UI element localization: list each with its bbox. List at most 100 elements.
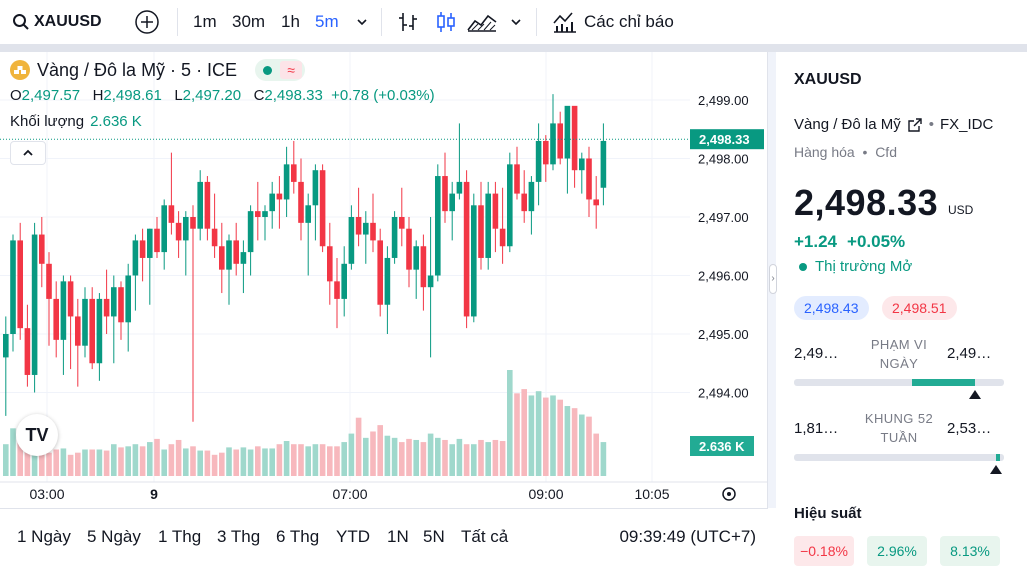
panel-market-status[interactable]: Thị trường Mở bbox=[799, 258, 912, 275]
candle-body bbox=[168, 205, 175, 223]
candle-body bbox=[557, 123, 563, 159]
candle-body bbox=[175, 222, 182, 241]
volume-bar bbox=[118, 447, 124, 476]
price-chart[interactable]: 2,499.00 2,498.00 2,497.00 2,496.00 2,495.00… bbox=[0, 52, 768, 508]
range-3m-button[interactable]: 3 Thg bbox=[217, 527, 261, 546]
panel-symbol[interactable]: XAUUSD bbox=[794, 71, 862, 88]
candle-body bbox=[233, 240, 239, 264]
interval-dropdown-button[interactable] bbox=[355, 0, 369, 44]
bars-icon bbox=[399, 13, 417, 31]
collapse-legend-button[interactable] bbox=[10, 141, 46, 165]
volume-bar bbox=[125, 446, 131, 476]
candle-body bbox=[139, 240, 146, 258]
volume-bar bbox=[17, 438, 23, 476]
range-1d-button[interactable]: 1 Ngày bbox=[17, 527, 71, 546]
candle-body bbox=[449, 193, 455, 212]
volume-bar bbox=[391, 437, 398, 476]
candle-body bbox=[579, 158, 585, 171]
last-price-label: 2,498.33 bbox=[699, 132, 750, 147]
interval-5m-button[interactable]: 5m bbox=[315, 12, 339, 31]
volume-bar bbox=[31, 449, 38, 476]
bar-chart-type-button[interactable] bbox=[396, 0, 420, 44]
candle-body bbox=[190, 217, 196, 229]
range-5y-button[interactable]: 5N bbox=[423, 527, 445, 546]
volume-bar bbox=[564, 406, 571, 476]
volume-bar bbox=[75, 452, 81, 476]
performance-chip[interactable]: 2.96% bbox=[867, 536, 927, 566]
panel-resize-handle[interactable]: › bbox=[768, 52, 777, 508]
x-tick-label: 09:00 bbox=[528, 486, 563, 502]
volume-bar bbox=[262, 448, 268, 476]
candle-body bbox=[31, 234, 38, 375]
candle-body bbox=[60, 281, 67, 340]
candle-body bbox=[471, 205, 477, 317]
interval-30m-button[interactable]: 30m bbox=[232, 12, 266, 31]
volume-bar bbox=[139, 446, 146, 476]
candle-body bbox=[10, 240, 16, 334]
range-1m-button[interactable]: 1 Thg bbox=[158, 527, 202, 546]
legend-low: 2,497.20 bbox=[182, 87, 242, 104]
candle-body bbox=[384, 257, 391, 305]
volume-bar bbox=[305, 446, 311, 476]
indicators-button[interactable]: Các chỉ báo bbox=[552, 0, 674, 44]
volume-bar bbox=[111, 444, 117, 476]
candle-chart-type-button[interactable] bbox=[434, 0, 458, 44]
candle-body bbox=[298, 181, 304, 223]
volume-bar bbox=[312, 444, 319, 476]
legend-change: +0.78 (+0.03%) bbox=[331, 87, 435, 104]
candle-body bbox=[82, 298, 88, 346]
axis-settings-icon[interactable] bbox=[722, 487, 736, 501]
performance-chip[interactable]: −0.18% bbox=[794, 536, 854, 566]
volume-bar bbox=[291, 444, 297, 476]
volume-bar bbox=[327, 446, 333, 476]
market-status-pill[interactable]: ≈ bbox=[255, 59, 306, 81]
range-all-button[interactable]: Tất cả bbox=[461, 527, 509, 546]
volume-bar bbox=[219, 452, 225, 476]
day-range-fill bbox=[911, 379, 975, 386]
ohlc-legend: O2,497.57 H2,498.61 L2,497.20 C2,498.33 … bbox=[10, 87, 435, 104]
candle-body bbox=[269, 193, 275, 212]
area-chart-type-button[interactable] bbox=[466, 0, 498, 44]
volume-bar bbox=[514, 393, 520, 476]
add-symbol-button[interactable] bbox=[134, 0, 160, 44]
interval-1h-button[interactable]: 1h bbox=[281, 12, 300, 31]
chart-pane[interactable]: 2,499.00 2,498.00 2,497.00 2,496.00 2,495.00… bbox=[0, 52, 768, 508]
volume-bar bbox=[3, 444, 9, 476]
candle-body bbox=[420, 246, 427, 288]
candle-body bbox=[377, 240, 383, 305]
symbol-label: XAUUSD bbox=[34, 13, 102, 30]
tradingview-logo[interactable]: TV bbox=[16, 414, 58, 456]
volume-bar bbox=[53, 449, 59, 476]
volume-bar bbox=[571, 408, 578, 476]
symbol-search-button[interactable]: XAUUSD bbox=[12, 0, 102, 44]
legend-title-text: Vàng / Đô la Mỹ · 5 · ICE bbox=[37, 59, 238, 80]
chevron-right-icon[interactable]: › bbox=[769, 264, 777, 294]
range-ytd-button[interactable]: YTD bbox=[336, 527, 370, 546]
volume-bar bbox=[190, 446, 196, 476]
chart-type-dropdown-button[interactable] bbox=[509, 0, 523, 44]
range-5d-button[interactable]: 5 Ngày bbox=[87, 527, 141, 546]
panel-description-text[interactable]: Vàng / Đô la Mỹ bbox=[794, 116, 901, 133]
range-6m-button[interactable]: 6 Thg bbox=[276, 527, 320, 546]
x-tick-label: 9 bbox=[150, 486, 158, 502]
toolbar-divider bbox=[177, 8, 178, 36]
performance-chip[interactable]: 8.13% bbox=[940, 536, 1000, 566]
candle-body bbox=[147, 228, 153, 258]
volume-bar bbox=[521, 389, 527, 476]
candle-body bbox=[435, 176, 441, 276]
range-1y-button[interactable]: 1N bbox=[387, 527, 409, 546]
timezone-clock[interactable]: 09:39:49 (UTC+7) bbox=[619, 527, 756, 546]
week52-range-fill bbox=[995, 454, 1000, 461]
volume-bar bbox=[363, 437, 369, 476]
volume-bar bbox=[600, 442, 607, 476]
candle-body bbox=[499, 228, 506, 247]
legend-close: 2,498.33 bbox=[264, 87, 323, 104]
candle-body bbox=[154, 228, 160, 253]
volume-bar bbox=[485, 442, 491, 476]
external-link-icon[interactable] bbox=[907, 117, 923, 133]
candle-body bbox=[334, 281, 340, 299]
volume-label: Khối lượng bbox=[10, 113, 85, 130]
interval-1m-button[interactable]: 1m bbox=[193, 12, 217, 31]
chevron-down-icon bbox=[511, 19, 521, 26]
candle-body bbox=[312, 170, 319, 206]
